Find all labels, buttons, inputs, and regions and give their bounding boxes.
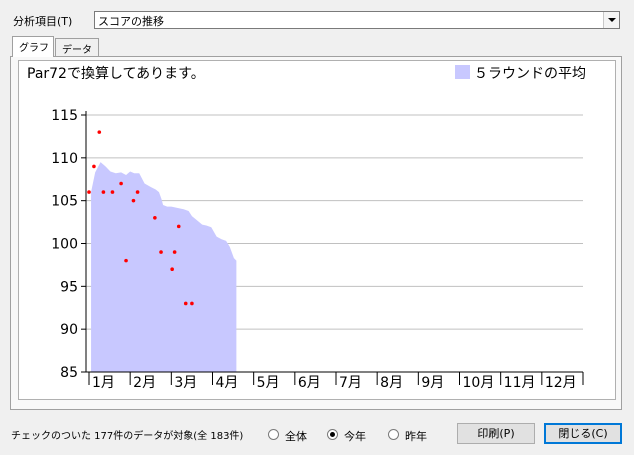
x-tick-label: 4月 (216, 375, 239, 391)
score-point (124, 258, 128, 263)
x-tick-label: 11月 (504, 375, 536, 391)
tab-graph-label: グラフ (19, 43, 49, 54)
y-tick-label: 115 (51, 108, 78, 124)
score-point (153, 216, 157, 220)
x-tick-label: 10月 (463, 375, 495, 391)
x-tick-label: 8月 (380, 375, 403, 391)
legend-label: ５ラウンドの平均 (474, 66, 586, 82)
x-tick-label: 2月 (133, 375, 156, 391)
y-tick-label: 85 (60, 365, 78, 381)
score-point (110, 190, 115, 194)
chart-annotation: Par72で換算してあります。 (27, 66, 205, 82)
radio-last-year-circle[interactable] (388, 429, 399, 440)
score-point (170, 267, 174, 271)
score-point (97, 130, 102, 134)
analysis-item-label: 分析項目(T) (13, 15, 73, 28)
x-tick-label: 7月 (339, 375, 362, 391)
x-tick-label: 5月 (257, 375, 280, 391)
tab-data[interactable]: データ (55, 38, 99, 57)
legend-swatch (455, 65, 470, 79)
x-tick-label: 1月 (92, 375, 115, 391)
y-tick-label: 90 (60, 322, 78, 338)
tab-data-label: データ (62, 45, 92, 56)
status-summary: チェックのついた 177件のデータが対象(全 183件) (11, 431, 244, 442)
score-point (176, 224, 181, 229)
chart-area: 85 90 95 100 105 110 115 1月 2月 3月 4月 5月 6月 7月 8月 9月 10月 1… (18, 60, 616, 400)
chevron-down-icon[interactable] (603, 12, 619, 28)
y-tick-label: 95 (60, 279, 78, 295)
score-point (87, 190, 91, 194)
score-point (119, 181, 123, 186)
x-tick-label: 3月 (174, 375, 197, 391)
score-point (159, 250, 163, 254)
score-point (183, 301, 188, 306)
score-point (190, 301, 194, 306)
x-tick-label: 6月 (298, 375, 321, 391)
score-point (101, 190, 106, 194)
average-area (91, 162, 237, 372)
score-point (131, 198, 136, 203)
analysis-item-value: スコアの推移 (98, 15, 164, 28)
score-trend-chart: 85 90 95 100 105 110 115 1月 2月 3月 4月 5月 6月 7月 8月 9月 10月 1… (27, 65, 586, 391)
radio-this-year-label: 今年 (344, 430, 366, 443)
x-tick-label: 9月 (421, 375, 444, 391)
radio-all-circle[interactable] (268, 429, 279, 440)
y-tick-label: 110 (51, 151, 78, 167)
score-point (172, 250, 177, 254)
y-tick-label: 100 (51, 237, 78, 253)
analysis-item-select[interactable]: スコアの推移 (94, 11, 620, 29)
score-point (135, 190, 140, 194)
score-point (92, 164, 96, 169)
y-tick-label: 105 (51, 194, 78, 210)
close-button[interactable]: 閉じる(C) (544, 423, 622, 444)
radio-all-label: 全体 (285, 430, 307, 443)
tab-graph[interactable]: グラフ (12, 36, 54, 57)
print-button[interactable]: 印刷(P) (457, 423, 535, 444)
x-tick-label: 12月 (545, 375, 577, 391)
radio-this-year-circle[interactable] (327, 429, 338, 440)
radio-last-year-label: 昨年 (405, 430, 427, 443)
